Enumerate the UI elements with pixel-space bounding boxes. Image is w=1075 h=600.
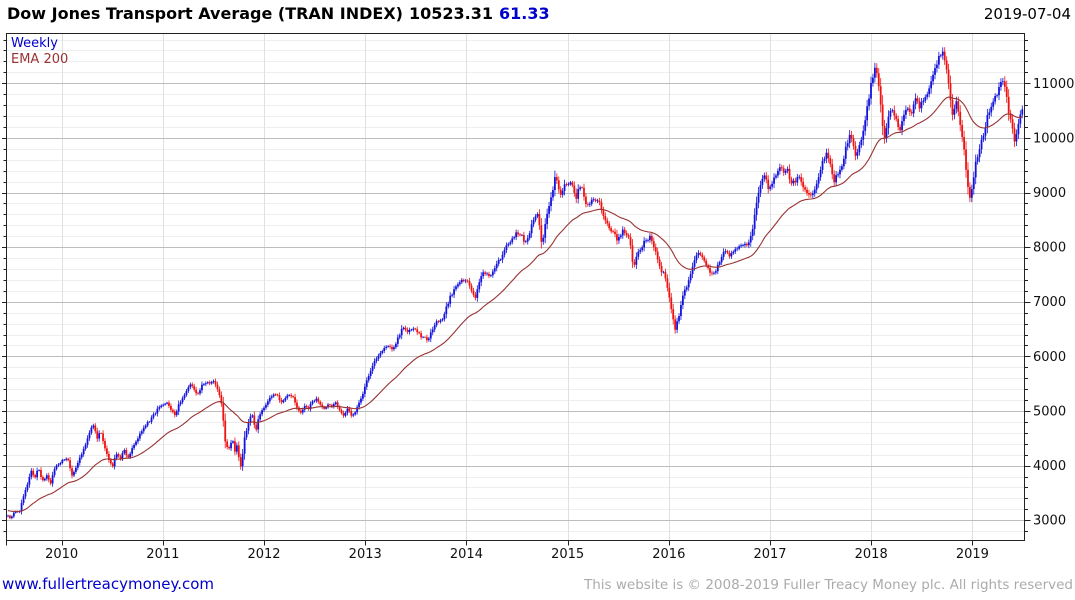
y-axis-labels: 3000 4000 5000 6000 7000 8000 9000 10000 11000 bbox=[1033, 77, 1074, 529]
as-of-date: 2019-07-04 bbox=[983, 5, 1071, 23]
down-week-wicks bbox=[9, 47, 1015, 520]
svg-text:9000: 9000 bbox=[1033, 186, 1066, 201]
svg-text:10000: 10000 bbox=[1033, 131, 1074, 146]
svg-text:2014: 2014 bbox=[450, 547, 483, 562]
ema-line bbox=[7, 96, 1023, 512]
svg-text:4000: 4000 bbox=[1033, 459, 1066, 474]
legend-frequency-label: Weekly bbox=[11, 36, 58, 51]
website-link[interactable]: www.fullertreacymoney.com bbox=[2, 575, 215, 593]
svg-text:2012: 2012 bbox=[247, 547, 280, 562]
svg-text:2011: 2011 bbox=[146, 547, 179, 562]
svg-text:2017: 2017 bbox=[753, 547, 786, 562]
svg-text:2016: 2016 bbox=[652, 547, 685, 562]
svg-text:2010: 2010 bbox=[45, 547, 78, 562]
up-week-wicks bbox=[7, 47, 1023, 520]
svg-text:11000: 11000 bbox=[1033, 77, 1074, 92]
svg-text:7000: 7000 bbox=[1033, 295, 1066, 310]
down-week-bodies bbox=[9, 51, 1016, 519]
weekly-change: 61.33 bbox=[498, 4, 550, 23]
instrument-name: Dow Jones Transport Average (TRAN INDEX) bbox=[7, 4, 403, 23]
svg-text:2019: 2019 bbox=[956, 547, 989, 562]
candles-layer bbox=[7, 47, 1024, 520]
grid-layer bbox=[6, 33, 1025, 541]
axes-layer bbox=[2, 33, 1031, 546]
svg-text:2013: 2013 bbox=[349, 547, 382, 562]
copyright-text: This website is © 2008-2019 Fuller Treac… bbox=[584, 577, 1073, 593]
svg-text:2015: 2015 bbox=[551, 547, 584, 562]
svg-text:3000: 3000 bbox=[1033, 514, 1066, 529]
svg-text:5000: 5000 bbox=[1033, 404, 1066, 419]
svg-text:2018: 2018 bbox=[855, 547, 888, 562]
last-price: 10523.31 bbox=[408, 4, 493, 23]
x-axis-labels: 2010 2011 2012 2013 2014 2015 2016 2017 2018 2019 bbox=[45, 547, 989, 562]
svg-text:8000: 8000 bbox=[1033, 241, 1066, 256]
legend-ema-label: EMA 200 bbox=[11, 52, 69, 67]
page-title: Dow Jones Transport Average (TRAN INDEX)… bbox=[7, 4, 550, 23]
up-week-bodies bbox=[7, 51, 1024, 519]
svg-text:6000: 6000 bbox=[1033, 350, 1066, 365]
